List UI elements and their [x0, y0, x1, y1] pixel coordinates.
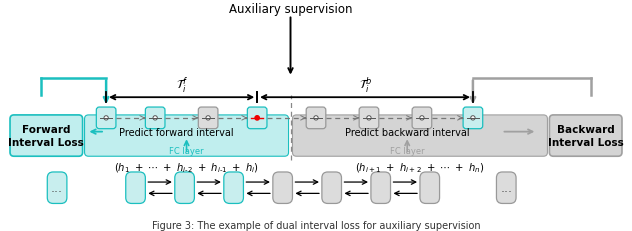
Text: Auxiliary supervision: Auxiliary supervision — [229, 3, 352, 15]
Circle shape — [314, 116, 318, 121]
FancyBboxPatch shape — [293, 116, 547, 157]
FancyBboxPatch shape — [359, 108, 379, 129]
FancyBboxPatch shape — [10, 116, 83, 157]
FancyBboxPatch shape — [47, 172, 67, 204]
Text: FC layer: FC layer — [390, 147, 425, 155]
Text: $(h_{i+1}\ +\ h_{i+2}\ +\ \cdots\ +\ h_n)$: $(h_{i+1}\ +\ h_{i+2}\ +\ \cdots\ +\ h_n… — [355, 161, 485, 174]
Circle shape — [471, 116, 475, 121]
Text: FC layer: FC layer — [169, 147, 204, 155]
FancyBboxPatch shape — [273, 172, 293, 204]
Circle shape — [367, 116, 371, 121]
FancyBboxPatch shape — [371, 172, 391, 204]
FancyBboxPatch shape — [463, 108, 483, 129]
FancyBboxPatch shape — [412, 108, 432, 129]
FancyBboxPatch shape — [247, 108, 267, 129]
FancyBboxPatch shape — [175, 172, 195, 204]
Circle shape — [206, 116, 210, 121]
FancyBboxPatch shape — [420, 172, 440, 204]
FancyBboxPatch shape — [549, 116, 622, 157]
FancyBboxPatch shape — [198, 108, 218, 129]
FancyBboxPatch shape — [224, 172, 243, 204]
Circle shape — [153, 116, 157, 121]
FancyBboxPatch shape — [145, 108, 165, 129]
FancyBboxPatch shape — [85, 116, 289, 157]
Text: Backward
Interval Loss: Backward Interval Loss — [548, 125, 624, 148]
Text: $\mathcal{T}_i^f$: $\mathcal{T}_i^f$ — [176, 75, 188, 94]
Circle shape — [255, 116, 259, 121]
FancyBboxPatch shape — [306, 108, 326, 129]
Text: $\mathcal{T}_i^b$: $\mathcal{T}_i^b$ — [358, 75, 372, 94]
Circle shape — [104, 116, 108, 121]
Text: Predict forward interval: Predict forward interval — [119, 127, 234, 137]
FancyBboxPatch shape — [96, 108, 116, 129]
Circle shape — [420, 116, 424, 121]
Text: Figure 3: The example of dual interval loss for auxiliary supervision: Figure 3: The example of dual interval l… — [152, 220, 480, 230]
FancyBboxPatch shape — [126, 172, 145, 204]
Text: Forward
Interval Loss: Forward Interval Loss — [8, 125, 84, 148]
FancyBboxPatch shape — [497, 172, 516, 204]
Text: $(h_1\ +\ \cdots\ +\ h_{i\text{-}2}\ +\ h_{i\text{-}1}\ +\ h_i)$: $(h_1\ +\ \cdots\ +\ h_{i\text{-}2}\ +\ … — [114, 161, 259, 174]
Text: Predict backward interval: Predict backward interval — [345, 127, 470, 137]
FancyBboxPatch shape — [322, 172, 341, 204]
Text: ...: ... — [51, 181, 63, 194]
Text: ...: ... — [501, 181, 513, 194]
